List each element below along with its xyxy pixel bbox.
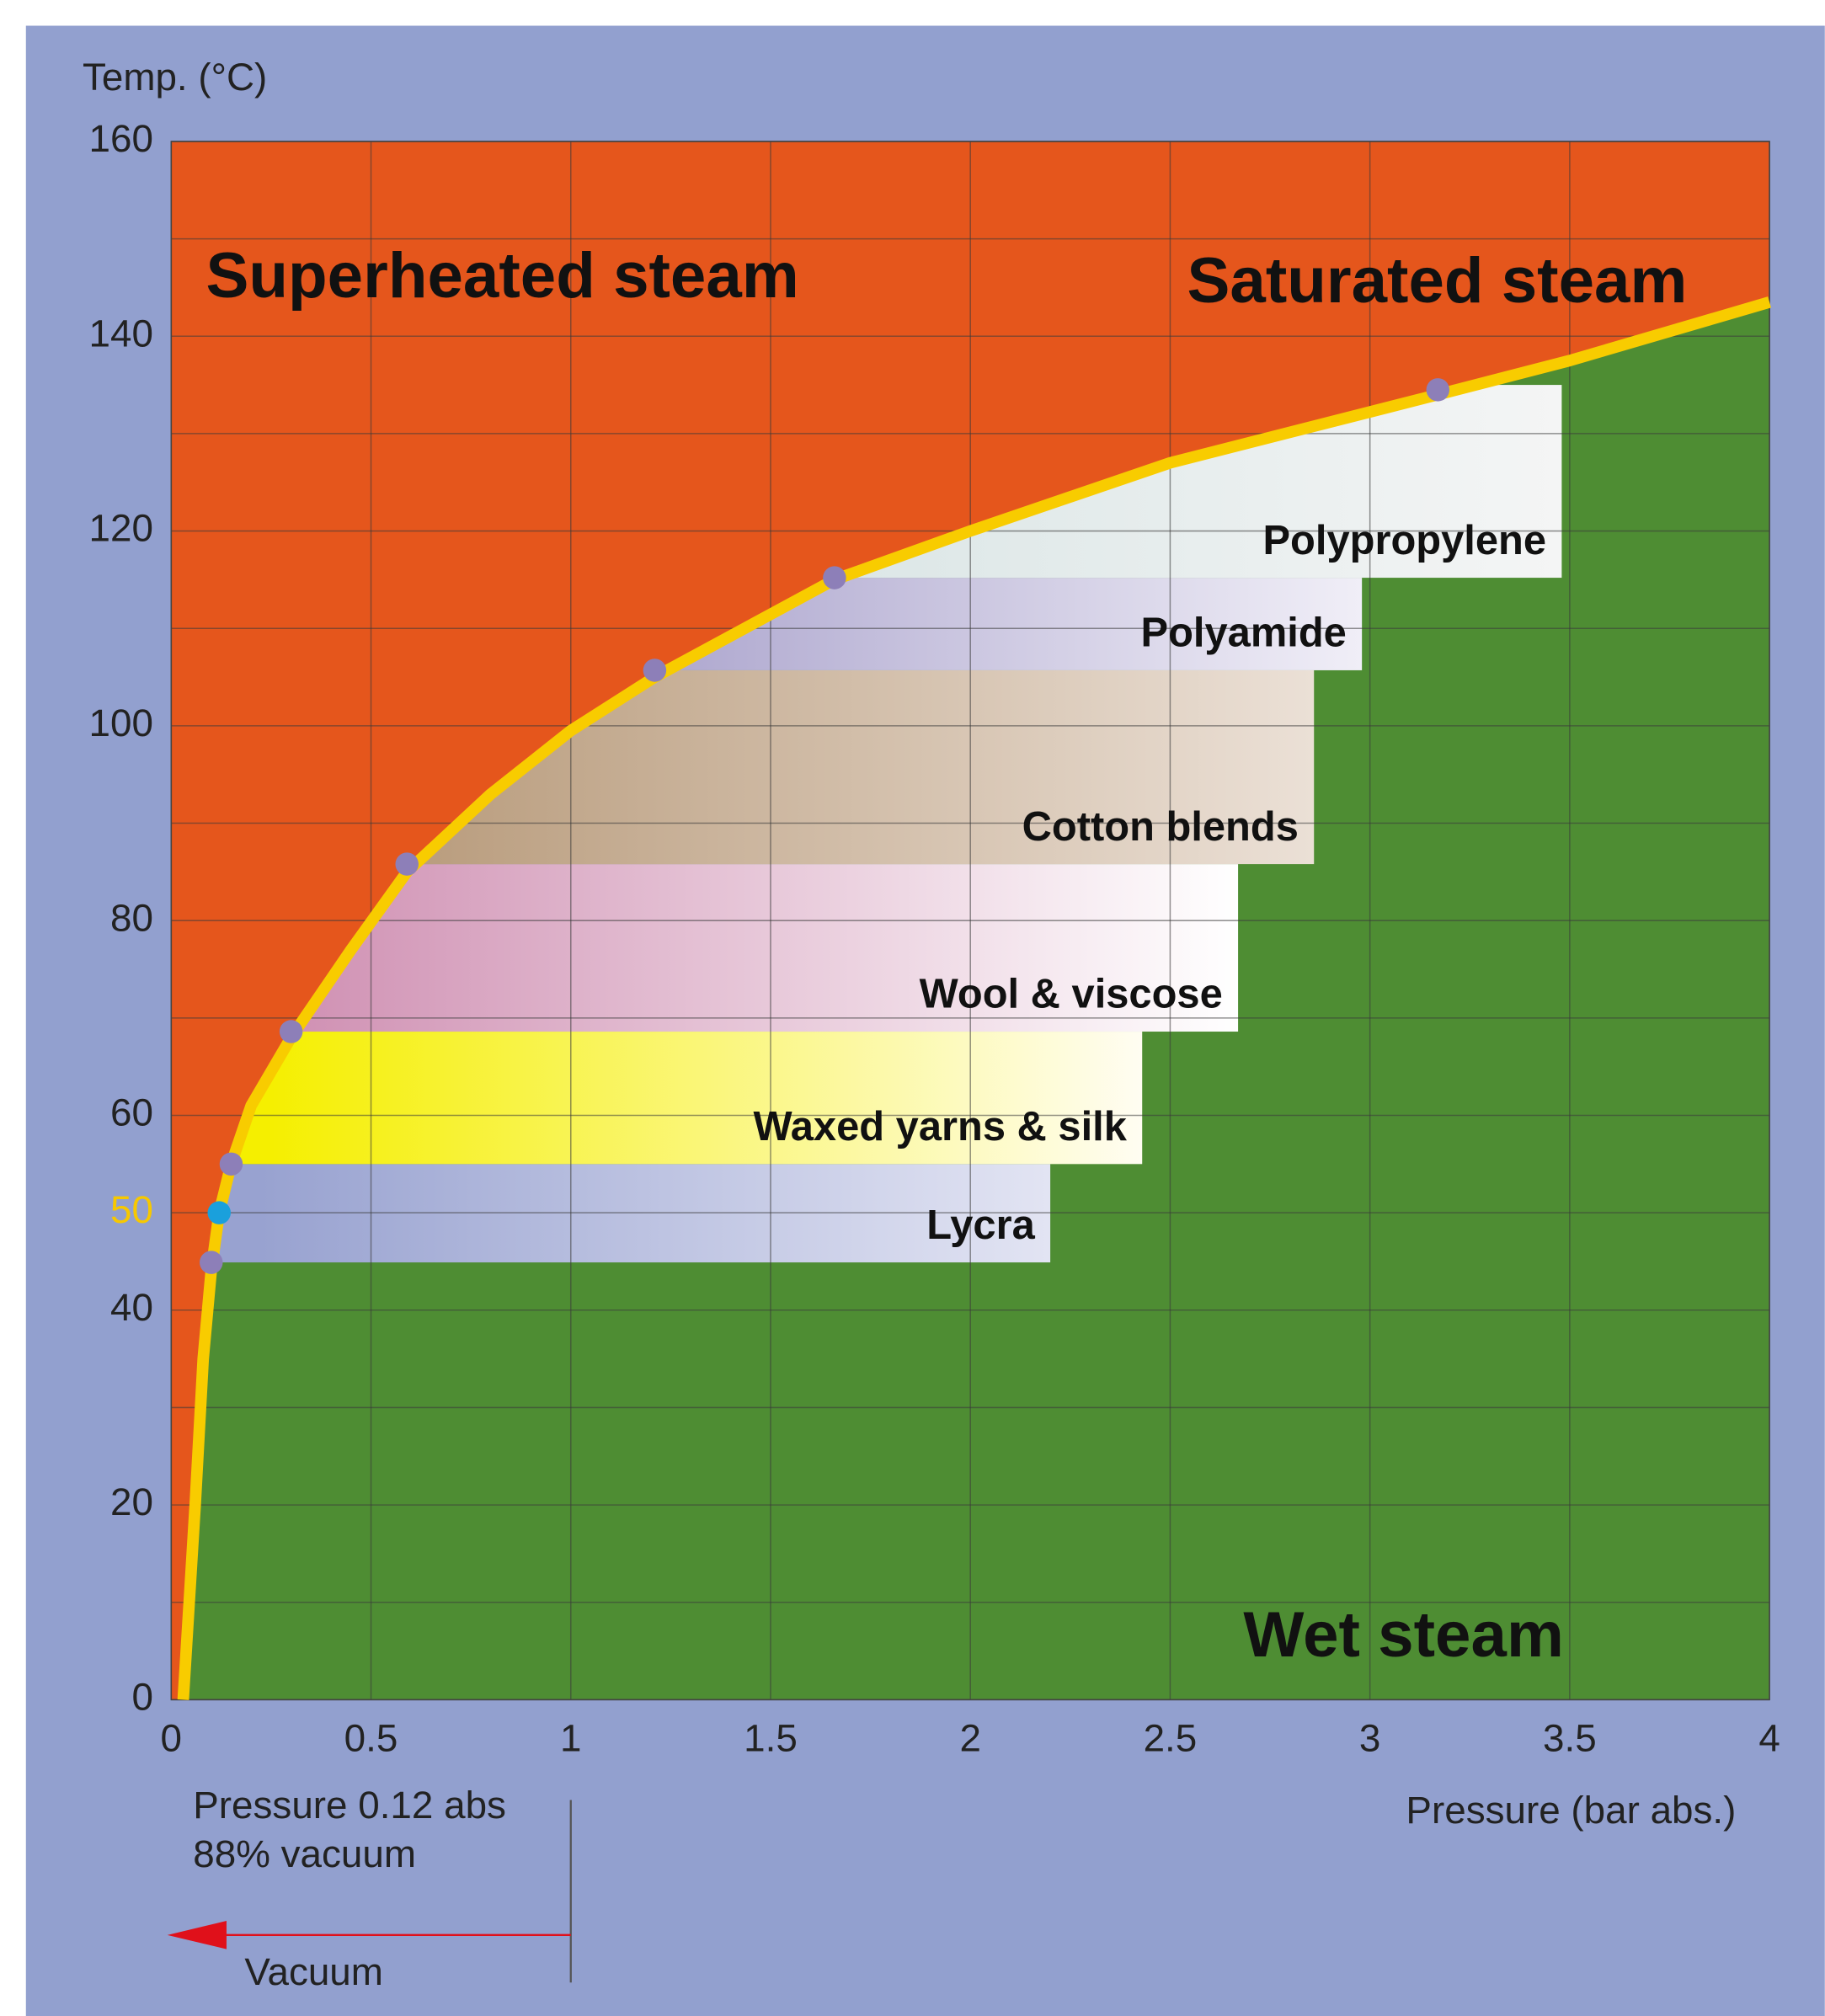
x-tick-label: 3.5 <box>1543 1716 1597 1759</box>
y-tick-label: 120 <box>89 507 153 550</box>
y-tick-label: 100 <box>89 701 153 744</box>
x-tick-label: 0 <box>161 1716 182 1759</box>
x-tick-label: 1 <box>560 1716 581 1759</box>
y-axis-label: Temp. (°C) <box>83 56 267 99</box>
band <box>183 1032 1143 1165</box>
x-tick-label: 3 <box>1359 1716 1380 1759</box>
marker <box>200 1251 223 1274</box>
marker <box>643 659 667 682</box>
marker <box>207 1201 231 1224</box>
band-label: Polypropylene <box>1262 518 1546 563</box>
band-label: Lycra <box>926 1203 1035 1248</box>
y-tick-label: 0 <box>131 1676 152 1719</box>
x-tick-label: 1.5 <box>744 1716 798 1759</box>
x-tick-label: 2 <box>959 1716 980 1759</box>
band-label: Cotton blends <box>1022 804 1299 850</box>
region-label: Saturated steam <box>1187 245 1687 317</box>
marker <box>1426 378 1450 402</box>
arrow-head <box>167 1921 227 1949</box>
y-tick-label: 140 <box>89 312 153 355</box>
plot-frame <box>170 141 1770 1701</box>
y-tick-label: 80 <box>110 896 153 939</box>
marker <box>823 566 846 589</box>
marker <box>395 852 419 876</box>
marker <box>219 1152 243 1176</box>
y-tick-label: 60 <box>110 1091 153 1134</box>
x-axis-label: Pressure (bar abs.) <box>1406 1789 1736 1832</box>
marker <box>279 1020 303 1043</box>
y-tick-label: 40 <box>110 1286 153 1329</box>
annotation: 88% vacuum <box>193 1832 416 1875</box>
x-tick-label: 4 <box>1758 1716 1780 1759</box>
region-label: Superheated steam <box>206 240 799 312</box>
band-label: Polyamide <box>1141 611 1347 656</box>
annotation: Pressure 0.12 abs <box>193 1784 506 1827</box>
y-tick-label: 50 <box>110 1188 153 1231</box>
band-label: Wool & viscose <box>920 972 1223 1017</box>
y-tick-label: 20 <box>110 1480 153 1523</box>
x-tick-label: 0.5 <box>344 1716 398 1759</box>
y-tick-label: 160 <box>89 117 153 160</box>
x-tick-label: 2.5 <box>1144 1716 1198 1759</box>
region-label: Wet steam <box>1243 1599 1563 1671</box>
band-label: Waxed yarns & silk <box>753 1104 1127 1149</box>
annotation: Vacuum <box>244 1950 383 1993</box>
